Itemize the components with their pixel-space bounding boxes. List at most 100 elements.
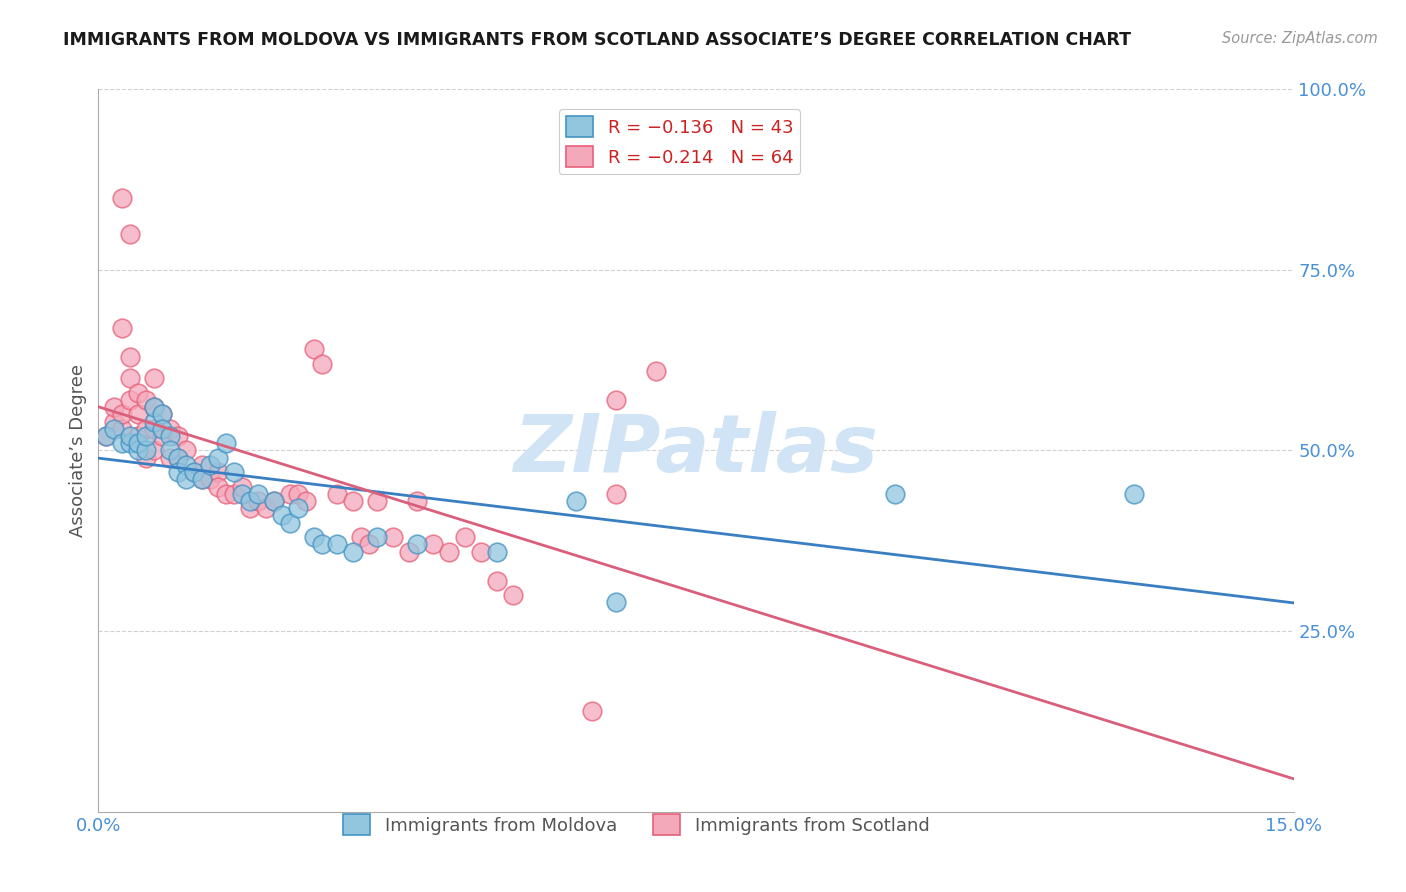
Point [143,371,166,385]
Point [231,480,253,494]
Point [103,400,125,414]
Point [366,530,388,544]
Point [485,574,508,588]
Point [127,385,149,400]
Point [302,343,325,357]
Point [565,494,588,508]
Point [605,595,627,609]
Point [287,501,309,516]
Point [485,544,508,558]
Point [159,450,181,465]
Point [239,494,262,508]
Point [207,450,229,465]
Point [502,588,524,602]
Point [120,429,142,443]
Point [278,516,301,530]
Point [120,392,142,407]
Point [174,443,197,458]
Point [422,537,444,551]
Point [342,494,364,508]
Point [270,508,292,523]
Point [215,487,238,501]
Point [183,465,205,479]
Point [127,429,149,443]
Point [215,436,238,450]
Point [167,450,190,465]
Point [605,392,627,407]
Point [120,350,142,364]
Point [326,487,349,501]
Point [302,530,325,544]
Text: IMMIGRANTS FROM MOLDOVA VS IMMIGRANTS FROM SCOTLAND ASSOCIATE’S DEGREE CORRELATI: IMMIGRANTS FROM MOLDOVA VS IMMIGRANTS FR… [63,31,1132,49]
Point [127,443,149,458]
Point [120,436,142,450]
Point [454,530,477,544]
Point [167,450,190,465]
Point [111,407,134,421]
Point [150,407,173,421]
Point [143,415,166,429]
Point [382,530,405,544]
Point [278,487,301,501]
Point [207,465,229,479]
Point [135,450,157,465]
Point [111,191,134,205]
Point [254,501,277,516]
Point [174,458,197,472]
Point [135,422,157,436]
Text: ZIPatlas: ZIPatlas [513,411,879,490]
Point [120,227,142,241]
Point [246,487,269,501]
Point [191,458,214,472]
Point [398,544,420,558]
Point [135,429,157,443]
Point [366,494,388,508]
Point [167,429,190,443]
Point [605,487,627,501]
Point [884,487,907,501]
Point [581,704,603,718]
Point [135,443,157,458]
Point [326,537,349,551]
Point [246,494,269,508]
Point [350,530,373,544]
Point [294,494,316,508]
Point [406,494,429,508]
Point [167,465,190,479]
Point [150,407,173,421]
Point [143,422,166,436]
Point [127,407,149,421]
Point [183,465,205,479]
Point [198,472,221,486]
Point [159,429,181,443]
Point [342,544,364,558]
Point [120,371,142,385]
Point [222,487,245,501]
Point [263,494,285,508]
Point [143,443,166,458]
Point [222,465,245,479]
Point [191,472,214,486]
Legend: Immigrants from Moldova, Immigrants from Scotland: Immigrants from Moldova, Immigrants from… [336,807,936,842]
Point [159,422,181,436]
Point [135,392,157,407]
Point [207,480,229,494]
Y-axis label: Associate’s Degree: Associate’s Degree [69,364,87,537]
Point [311,537,333,551]
Point [143,400,166,414]
Point [437,544,460,558]
Point [198,458,221,472]
Point [103,415,125,429]
Point [311,357,333,371]
Point [263,494,285,508]
Point [470,544,492,558]
Point [96,429,118,443]
Point [111,436,134,450]
Point [111,320,134,334]
Point [191,472,214,486]
Point [287,487,309,501]
Point [359,537,381,551]
Point [96,429,118,443]
Point [150,429,173,443]
Point [159,443,181,458]
